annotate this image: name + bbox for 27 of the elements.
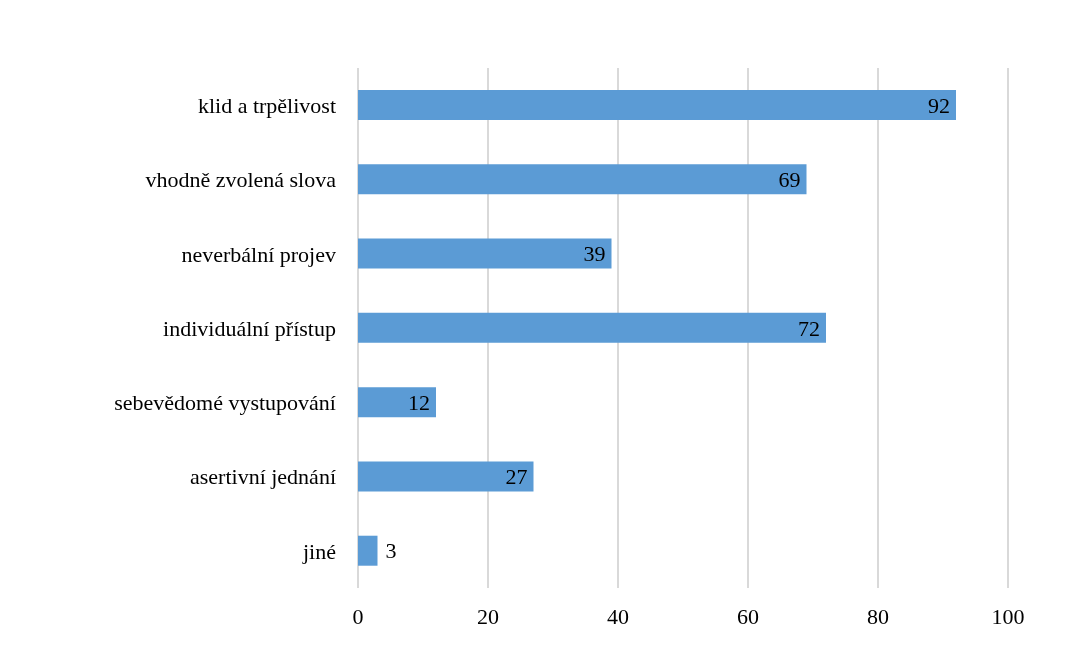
x-tick-label: 40 [607, 603, 629, 629]
x-tick-label: 100 [991, 603, 1025, 629]
y-tick-label: jiné [302, 538, 336, 564]
bar [358, 312, 826, 343]
x-tick-label: 20 [477, 603, 499, 629]
bar [358, 238, 612, 269]
y-tick-label: vhodně zvolená slova [145, 167, 337, 193]
data-label: 39 [583, 241, 606, 267]
y-tick-label: individuální přístup [163, 315, 336, 341]
data-label: 69 [778, 166, 801, 192]
bar [358, 164, 807, 195]
bar [358, 387, 436, 418]
x-tick-label: 80 [867, 603, 889, 629]
x-tick-label: 0 [352, 603, 364, 629]
x-tick-label: 60 [737, 603, 759, 629]
y-tick-label: asertivní jednání [189, 464, 336, 490]
bar [358, 535, 378, 566]
data-label: 27 [505, 464, 528, 490]
data-label: 12 [408, 389, 430, 415]
bar [358, 90, 956, 120]
bar [358, 461, 534, 492]
y-tick-label: neverbální projev [181, 241, 336, 267]
y-tick-label: klid a trpělivost [197, 92, 336, 118]
data-label: 72 [798, 315, 820, 341]
y-tick-label: sebevědomé vystupování [114, 390, 336, 416]
data-label: 92 [928, 92, 950, 118]
data-label: 3 [385, 538, 397, 564]
